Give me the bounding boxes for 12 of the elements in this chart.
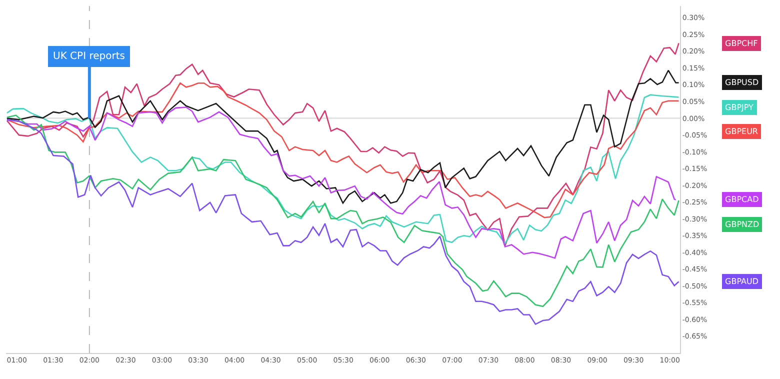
text: GBPEUR <box>725 127 758 136</box>
text: GBPCHF <box>725 39 758 48</box>
text: GBPJPY <box>725 103 754 112</box>
line-series <box>6 94 680 244</box>
line-series <box>6 82 680 218</box>
text: GBPNZD <box>725 220 760 229</box>
text: GBPAUD <box>725 277 758 286</box>
text: GBPCAD <box>725 195 759 204</box>
ref-line-label: UK CPI reports <box>53 51 125 62</box>
text: GBPUSD <box>725 78 759 87</box>
line-series <box>6 42 680 246</box>
line-series <box>6 70 680 204</box>
